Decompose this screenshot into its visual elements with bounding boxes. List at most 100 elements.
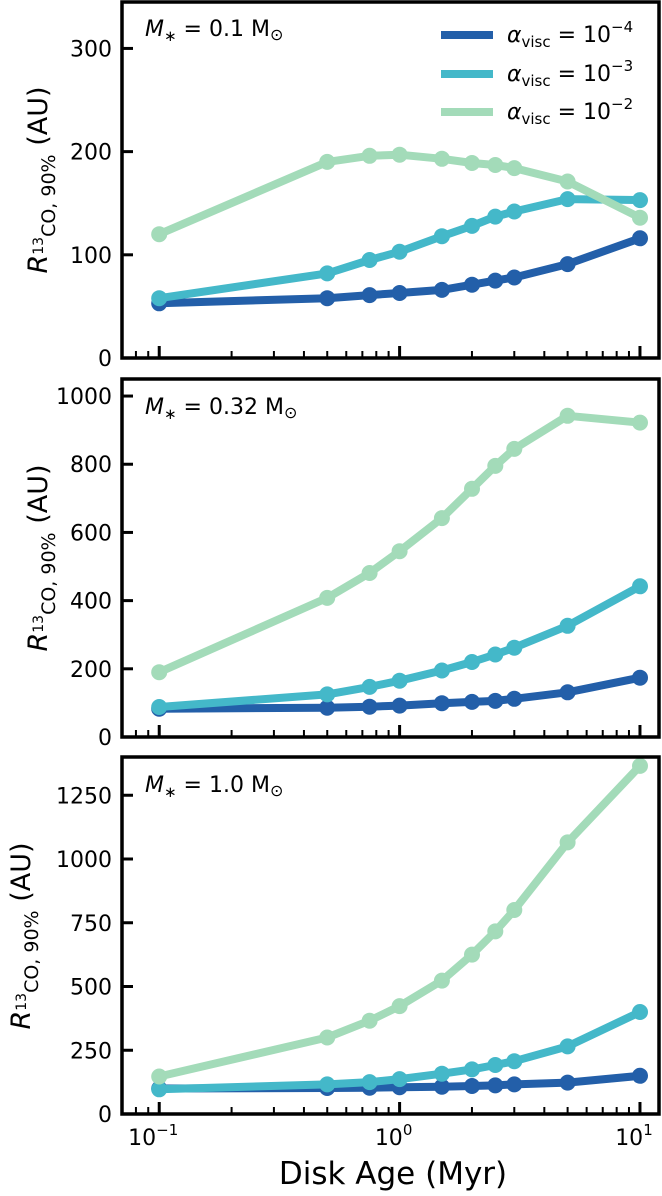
x-tick-label: 100 (375, 1121, 413, 1151)
y-tick-label: 1000 (56, 848, 112, 873)
panel-frame (120, 0, 661, 360)
series-line (155, 582, 644, 711)
data-point (319, 1029, 336, 1046)
y-axis-label-top: R13CO, 90% (AU) (23, 86, 60, 273)
data-point (559, 834, 576, 851)
x-axis-label: Disk Age (Myr) (279, 1156, 507, 1192)
panel-middle: 0 200 400 600 800 1000 M∗ = 0.32 M⊙ (56, 377, 661, 751)
y-axis-label-middle: R13CO, 90% (AU) (23, 464, 60, 651)
y-tick-label: 750 (70, 912, 112, 937)
data-point (487, 208, 504, 225)
data-point (391, 672, 408, 689)
data-point (361, 147, 378, 164)
y-tick-label: 600 (70, 521, 112, 546)
legend-label: αvisc = 10−4 (507, 18, 633, 51)
legend-label: αvisc = 10−2 (507, 95, 633, 128)
data-point (464, 217, 480, 234)
y-tick-label: 0 (98, 726, 112, 751)
y-tick-label: 0 (98, 1103, 112, 1128)
legend-label: αvisc = 10−3 (507, 57, 633, 90)
series-line (155, 1071, 644, 1093)
data-point (506, 1076, 523, 1093)
data-point (433, 1078, 450, 1095)
series-line (155, 1008, 644, 1094)
data-point (559, 617, 576, 634)
y-tick-label: 500 (70, 976, 112, 1001)
data-point (464, 1078, 480, 1094)
series-alpha-1e-3 (151, 578, 648, 715)
data-point (506, 902, 523, 918)
y-tick-label: 1000 (56, 385, 112, 410)
data-point (151, 290, 168, 307)
legend-entry: αvisc = 10−4 (441, 18, 633, 51)
data-point (433, 281, 450, 298)
data-point (464, 155, 480, 171)
data-point (559, 684, 576, 701)
data-point (151, 699, 168, 715)
data-point (487, 1057, 504, 1073)
y-tick-label: 250 (70, 1039, 112, 1064)
series-alpha-1e-4 (151, 669, 648, 717)
series-alpha-1e-3 (151, 1004, 648, 1098)
data-point (433, 510, 450, 527)
data-point (506, 203, 523, 220)
data-point (319, 1076, 336, 1093)
data-point (464, 276, 480, 293)
y-tick-label: 800 (70, 453, 112, 478)
data-point (559, 1038, 576, 1055)
y-tick-label: 0 (98, 347, 112, 372)
data-point (391, 697, 408, 714)
data-point (361, 1012, 378, 1029)
series-alpha-1e-2 (151, 146, 648, 243)
data-point (487, 157, 504, 173)
legend-entry: αvisc = 10−3 (441, 57, 633, 90)
panel-frame (120, 377, 661, 739)
data-point (632, 1067, 648, 1084)
data-point (391, 243, 408, 260)
data-point (487, 692, 504, 709)
panel-bottom: 0 250 500 750 1000 1250 M∗ = 1.0 M⊙ (56, 755, 661, 1128)
data-point (487, 272, 504, 289)
data-point (559, 407, 576, 424)
data-point (319, 153, 336, 170)
series-line (155, 234, 644, 308)
data-point (391, 285, 408, 301)
data-point (151, 664, 168, 681)
series-line (155, 411, 644, 677)
data-point (632, 669, 648, 686)
series-alpha-1e-3 (151, 191, 648, 307)
panel-frame (120, 755, 661, 1116)
data-point (506, 639, 523, 656)
panel-top: 0 100 200 300 M∗ = 0.1 M⊙ (70, 0, 661, 372)
data-point (487, 457, 504, 474)
data-point (559, 1074, 576, 1091)
data-point (559, 256, 576, 273)
data-point (632, 578, 648, 595)
data-point (559, 191, 576, 208)
data-point (433, 662, 450, 679)
data-point (433, 150, 450, 167)
data-point (506, 690, 523, 707)
series-line (155, 761, 644, 1081)
x-tick-label: 101 (615, 1121, 653, 1151)
y-tick-label: 200 (70, 141, 112, 166)
data-point (464, 654, 480, 670)
data-point (361, 678, 378, 695)
data-point (319, 686, 336, 703)
data-point (632, 757, 648, 774)
data-point (464, 1061, 480, 1078)
data-point (506, 160, 523, 177)
data-point (433, 228, 450, 245)
data-point (464, 480, 480, 497)
data-point (433, 1065, 450, 1082)
data-point (506, 269, 523, 286)
y-tick-label: 400 (70, 590, 112, 615)
data-point (151, 226, 168, 243)
y-tick-label: 100 (70, 244, 112, 269)
y-tick-label: 300 (70, 37, 112, 62)
series-line (155, 673, 644, 713)
data-point (433, 695, 450, 712)
data-point (487, 646, 504, 663)
data-point (632, 1004, 648, 1020)
